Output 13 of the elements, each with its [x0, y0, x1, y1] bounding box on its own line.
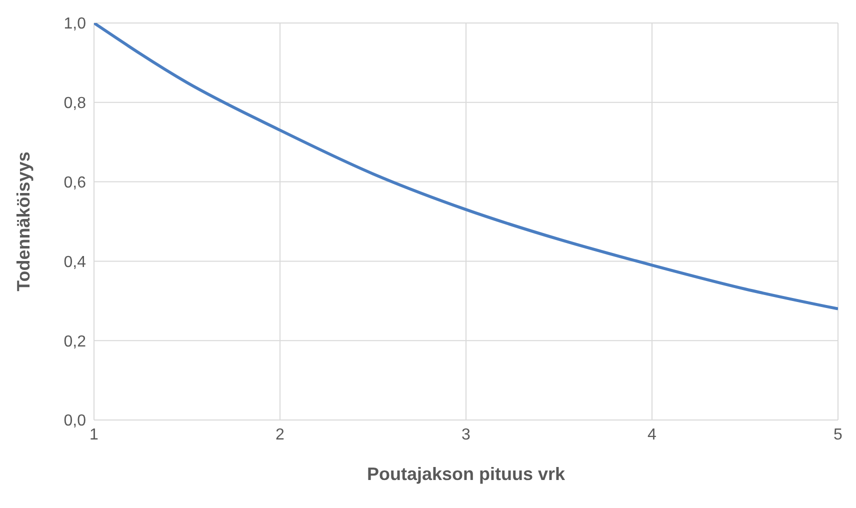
x-tick-label: 1 — [90, 426, 99, 444]
y-tick-label: 0,6 — [64, 174, 86, 192]
x-axis-title: Poutajakson pituus vrk — [366, 464, 566, 484]
x-tick-label: 3 — [462, 426, 471, 444]
y-tick-label: 1,0 — [64, 16, 86, 33]
y-tick-label: 0,8 — [64, 95, 86, 112]
x-tick-label: 5 — [834, 426, 843, 444]
y-tick-label: 0,0 — [64, 412, 86, 430]
y-tick-label: 0,2 — [64, 333, 86, 350]
y-axis-title: Todennäköisyys — [13, 152, 34, 292]
y-tick-label: 0,4 — [64, 254, 86, 271]
x-tick-label: 4 — [648, 426, 657, 444]
x-tick-label: 2 — [276, 426, 285, 444]
